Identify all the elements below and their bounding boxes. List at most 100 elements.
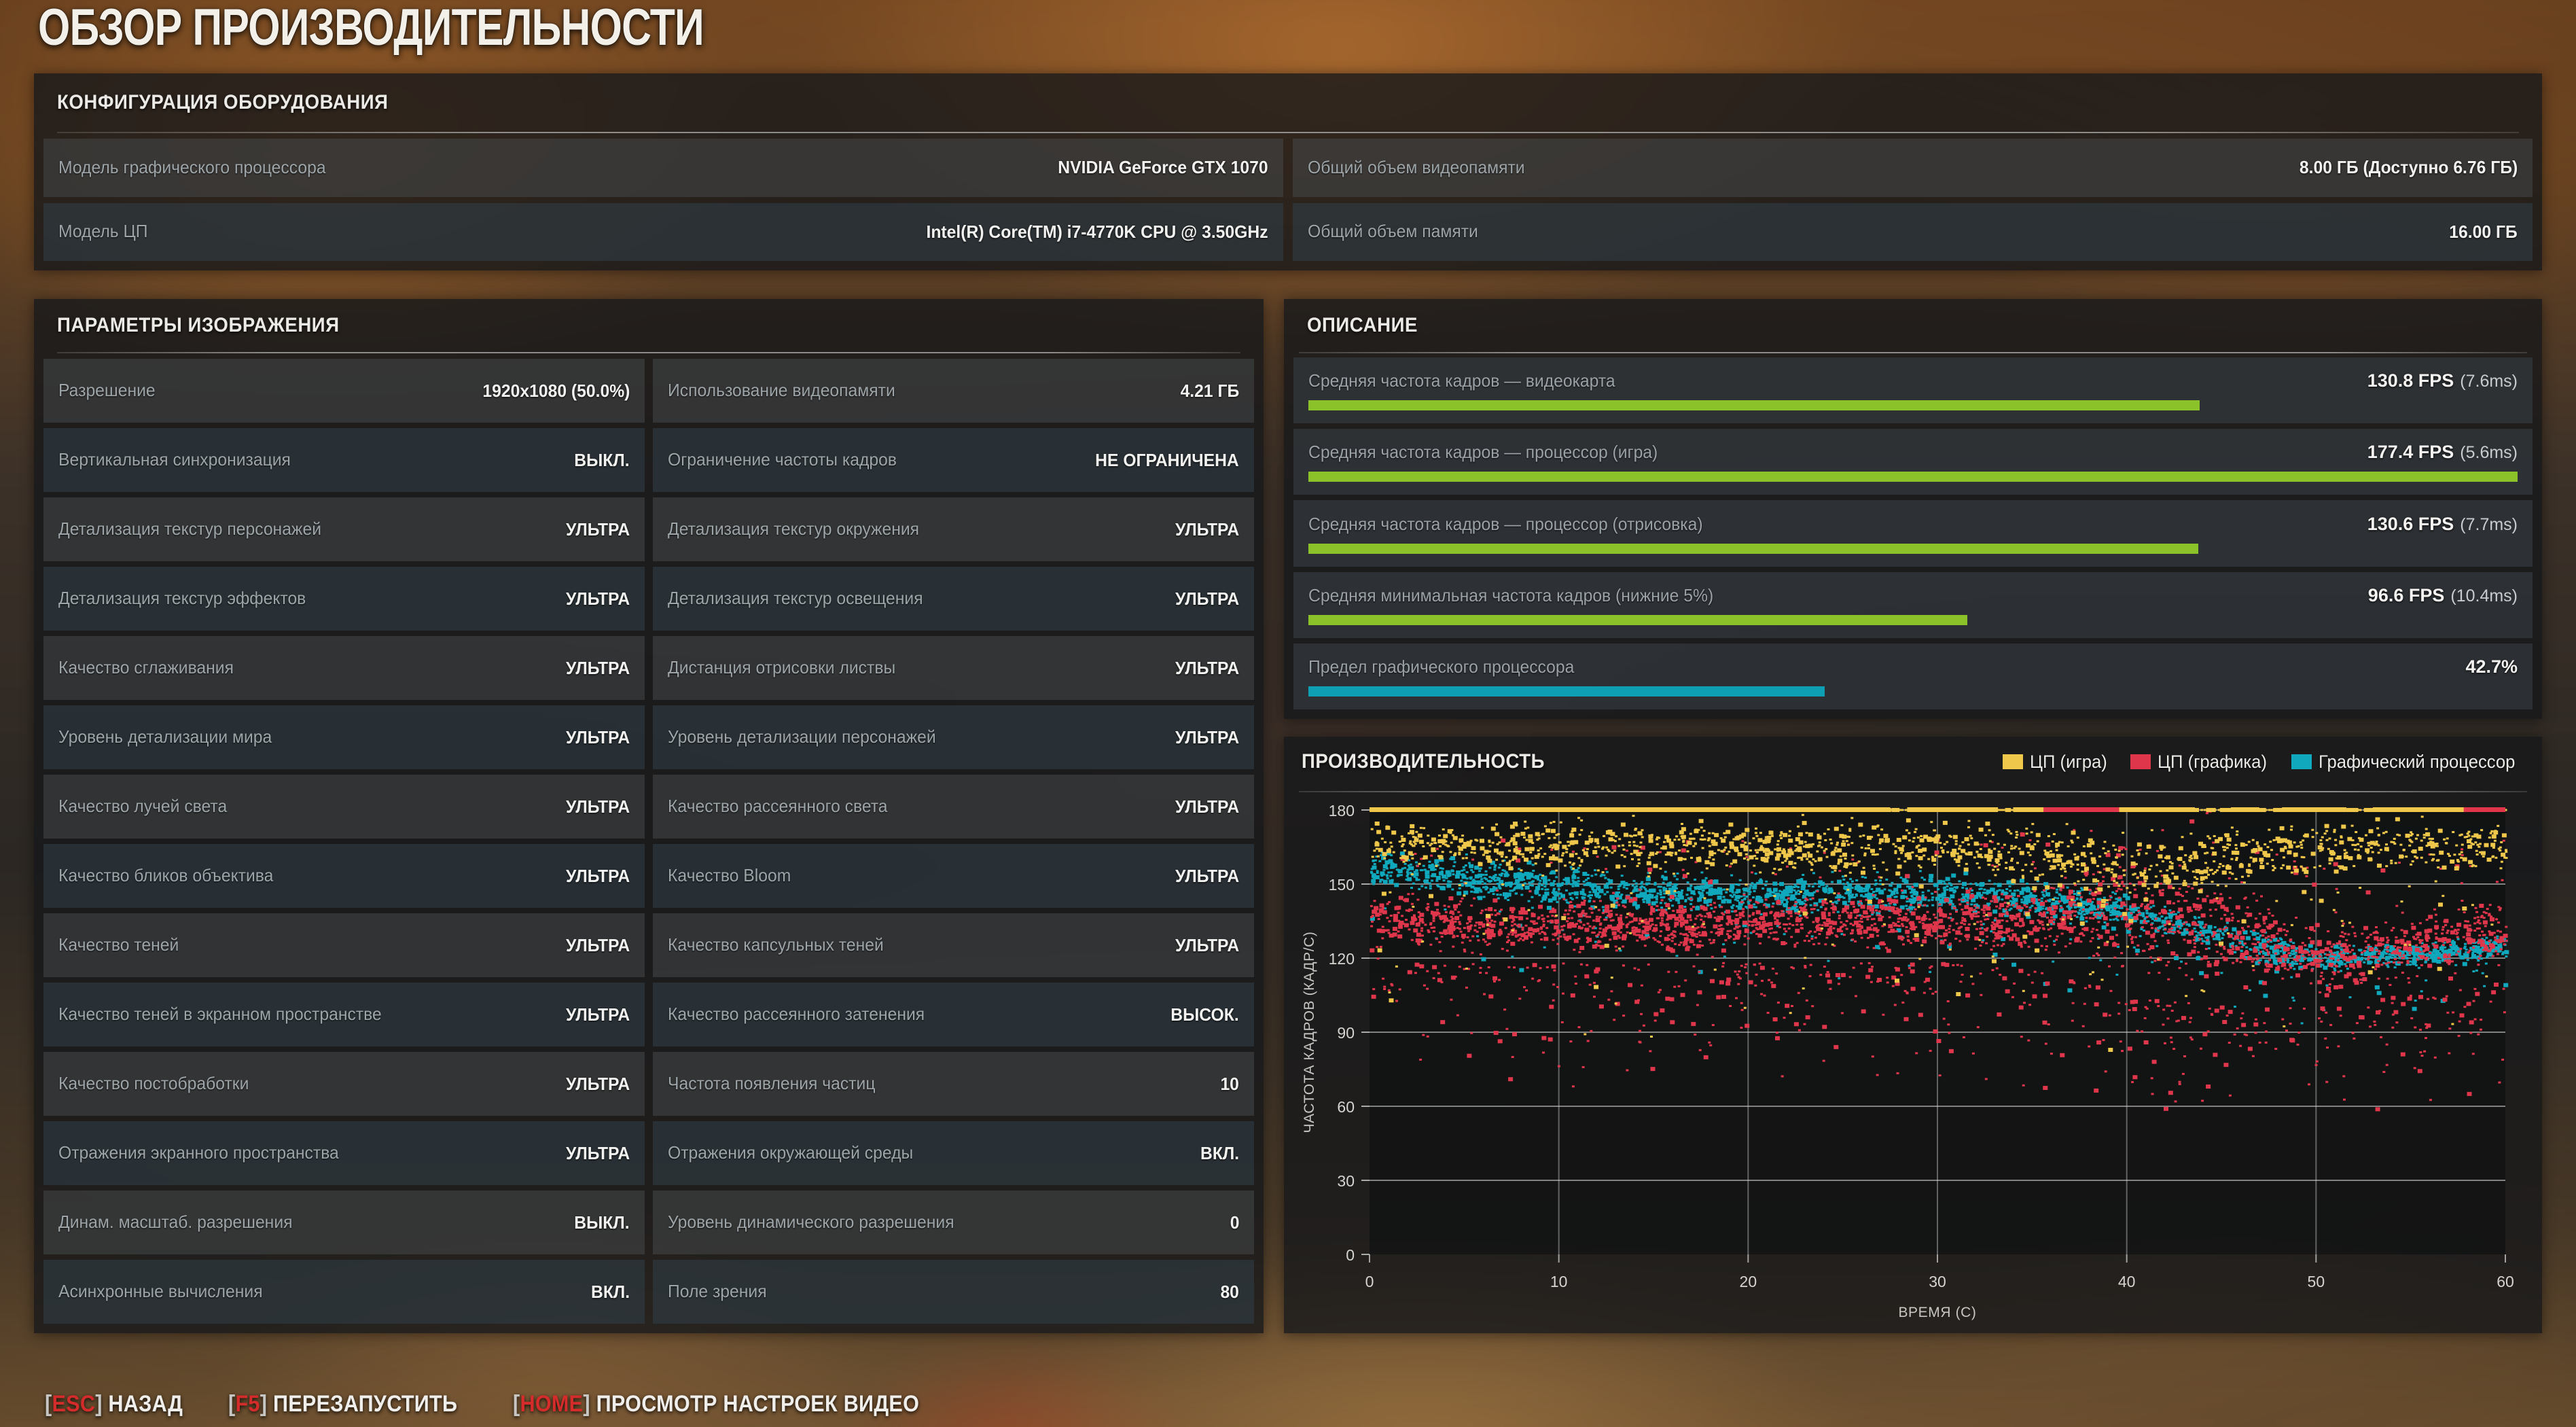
footer-key: [ESC] [45,1391,103,1417]
setting-row[interactable]: Асинхронные вычисления ВКЛ. [43,1260,645,1324]
legend-label: ЦП (графика) [2157,751,2267,772]
page-title: ОБЗОР ПРОИЗВОДИТЕЛЬНОСТИ [38,0,704,56]
legend-swatch [2003,754,2024,769]
setting-label: Отражения окружающей среды [668,1142,914,1163]
legend-swatch [2291,754,2312,769]
setting-row[interactable]: Качество теней в экранном пространстве УЛ… [43,983,645,1046]
setting-row[interactable]: Детализация текстур эффектов УЛЬТРА [43,567,645,631]
image-settings-divider [57,344,1240,353]
legend-label: Графический процессор [2319,751,2516,772]
setting-value: ВЫСОК. [1170,1004,1239,1025]
setting-row[interactable]: Уровень динамического разрешения 0 [653,1191,1254,1254]
footer-button-home[interactable]: [HOME] ПРОСМОТР НАСТРОЕК ВИДЕО [513,1391,919,1417]
setting-label: Разрешение [58,380,156,401]
setting-value: 0 [1230,1212,1239,1233]
setting-row[interactable]: Качество бликов объектива УЛЬТРА [43,844,645,908]
setting-label: Качество постобработки [58,1073,249,1094]
setting-row[interactable]: Поле зрения 80 [653,1260,1254,1324]
setting-label: Вертикальная синхронизация [58,449,291,470]
setting-row[interactable]: Модель графического процессора NVIDIA GeF… [43,139,1283,197]
setting-label: Использование видеопамяти [668,380,895,401]
setting-row[interactable]: Уровень детализации мира УЛЬТРА [43,705,645,769]
setting-row[interactable]: Модель ЦП Intel(R) Core(TM) i7-4770K CPU … [43,202,1283,261]
setting-row[interactable]: Детализация текстур окружения УЛЬТРА [653,497,1254,561]
setting-row[interactable]: Использование видеопамяти 4.21 ГБ [653,359,1254,423]
summary-value: 130.6 FPS [2367,513,2454,534]
summary-value-group: 130.8 FPS (7.6ms) [2367,370,2518,391]
footer-key-name: ESC [52,1391,96,1417]
summary-frametime: (10.4ms) [2450,586,2518,605]
setting-value: 10 [1220,1073,1239,1094]
setting-row[interactable]: Общий объем видеопамяти 8.00 ГБ (Доступно… [1293,139,2533,197]
setting-value: УЛЬТРА [1175,588,1239,609]
summary-label: Средняя минимальная частота кадров (нижн… [1308,584,1714,605]
setting-row[interactable]: Качество капсульных теней УЛЬТРА [653,913,1254,977]
setting-row[interactable]: Качество постобработки УЛЬТРА [43,1052,645,1116]
hardware-divider [57,124,2519,133]
footer-key: [HOME] [512,1391,590,1417]
setting-label: Модель графического процессора [58,156,326,177]
footer-button-label: НАЗАД [102,1391,183,1417]
setting-row[interactable]: Качество Bloom УЛЬТРА [653,844,1254,908]
setting-label: Детализация текстур эффектов [58,588,306,609]
summary-value: 130.8 FPS [2367,370,2454,391]
setting-row[interactable]: Качество сглаживания УЛЬТРА [43,636,645,700]
summary-value-group: 177.4 FPS (5.6ms) [2367,442,2518,463]
setting-value: НЕ ОГРАНИЧЕНА [1095,449,1239,470]
setting-label: Качество сглаживания [58,657,234,678]
setting-label: Общий объем видеопамяти [1308,156,1525,177]
summary-label: Средняя частота кадров — видеокарта [1308,370,1615,391]
setting-label: Модель ЦП [58,221,148,242]
setting-label: Уровень детализации персонажей [668,726,936,747]
setting-row[interactable]: Частота появления частиц 10 [653,1052,1254,1116]
setting-row[interactable]: Ограничение частоты кадров НЕ ОГРАНИЧЕНА [653,428,1254,492]
setting-value: ВЫКЛ. [574,1212,630,1233]
setting-row[interactable]: Общий объем памяти 16.00 ГБ [1293,202,2533,261]
setting-row[interactable]: Отражения экранного пространства УЛЬТРА [43,1121,645,1185]
summary-bar-track [1308,686,2518,697]
setting-label: Качество теней в экранном пространстве [58,1004,382,1025]
setting-row[interactable]: Уровень детализации персонажей УЛЬТРА [653,705,1254,769]
footer-key: [F5] [228,1391,267,1417]
footer-button-f5[interactable]: [F5] ПЕРЕЗАПУСТИТЬ [228,1391,457,1417]
summary-value: 96.6 FPS [2367,584,2445,605]
footer-button-label: ПЕРЕЗАПУСТИТЬ [266,1391,458,1417]
summary-bar-track [1308,543,2518,554]
summary-row: Предел графического процессора 42.7% [1293,643,2533,710]
summary-bar-track [1308,472,2518,482]
summary-frametime: (5.6ms) [2460,443,2518,463]
legend-item: ЦП (игра) [2003,752,2111,773]
setting-value: ВКЛ. [590,1281,630,1302]
setting-row[interactable]: Вертикальная синхронизация ВЫКЛ. [43,428,645,492]
hardware-config-panel: КОНФИГУРАЦИЯ ОБОРУДОВАНИЯ Модель графиче… [34,73,2542,270]
setting-value: УЛЬТРА [1175,657,1239,678]
setting-label: Ограничение частоты кадров [668,449,897,470]
setting-value: УЛЬТРА [1175,934,1239,955]
footer-button-esc[interactable]: [ESC] НАЗАД [45,1391,183,1417]
setting-value: УЛЬТРА [565,588,630,609]
setting-value: УЛЬТРА [565,657,630,678]
setting-value: ВЫКЛ. [574,449,630,470]
setting-row[interactable]: Качество теней УЛЬТРА [43,913,645,977]
setting-row[interactable]: Дистанция отрисовки листвы УЛЬТРА [653,636,1254,700]
setting-row[interactable]: Разрешение 1920x1080 (50.0%) [43,359,645,423]
setting-row[interactable]: Динам. масштаб. разрешения ВЫКЛ. [43,1191,645,1254]
setting-label: Поле зрения [668,1281,767,1302]
legend-label: ЦП (игра) [2030,751,2107,772]
setting-label: Асинхронные вычисления [58,1281,263,1302]
setting-row[interactable]: Качество рассеянного затенения ВЫСОК. [653,983,1254,1046]
setting-value: 4.21 ГБ [1180,380,1239,401]
setting-row[interactable]: Отражения окружающей среды ВКЛ. [653,1121,1254,1185]
setting-row[interactable]: Детализация текстур персонажей УЛЬТРА [43,497,645,561]
image-settings-grid: Разрешение 1920x1080 (50.0%) Использование… [43,359,1254,1324]
setting-label: Качество бликов объектива [58,865,274,886]
legend-swatch [2130,754,2151,769]
setting-row[interactable]: Качество рассеянного света УЛЬТРА [653,775,1254,839]
summary-row: Средняя частота кадров — процессор (игра… [1293,429,2533,495]
setting-row[interactable]: Качество лучей света УЛЬТРА [43,775,645,839]
hardware-config-grid: Модель графического процессора NVIDIA GeF… [43,139,2533,261]
chart-legend: ЦП (игра) ЦП (графика) Графический процесс… [2003,752,2526,773]
setting-value: УЛЬТРА [565,1073,630,1094]
setting-row[interactable]: Детализация текстур освещения УЛЬТРА [653,567,1254,631]
summary-bar-track [1308,614,2518,625]
